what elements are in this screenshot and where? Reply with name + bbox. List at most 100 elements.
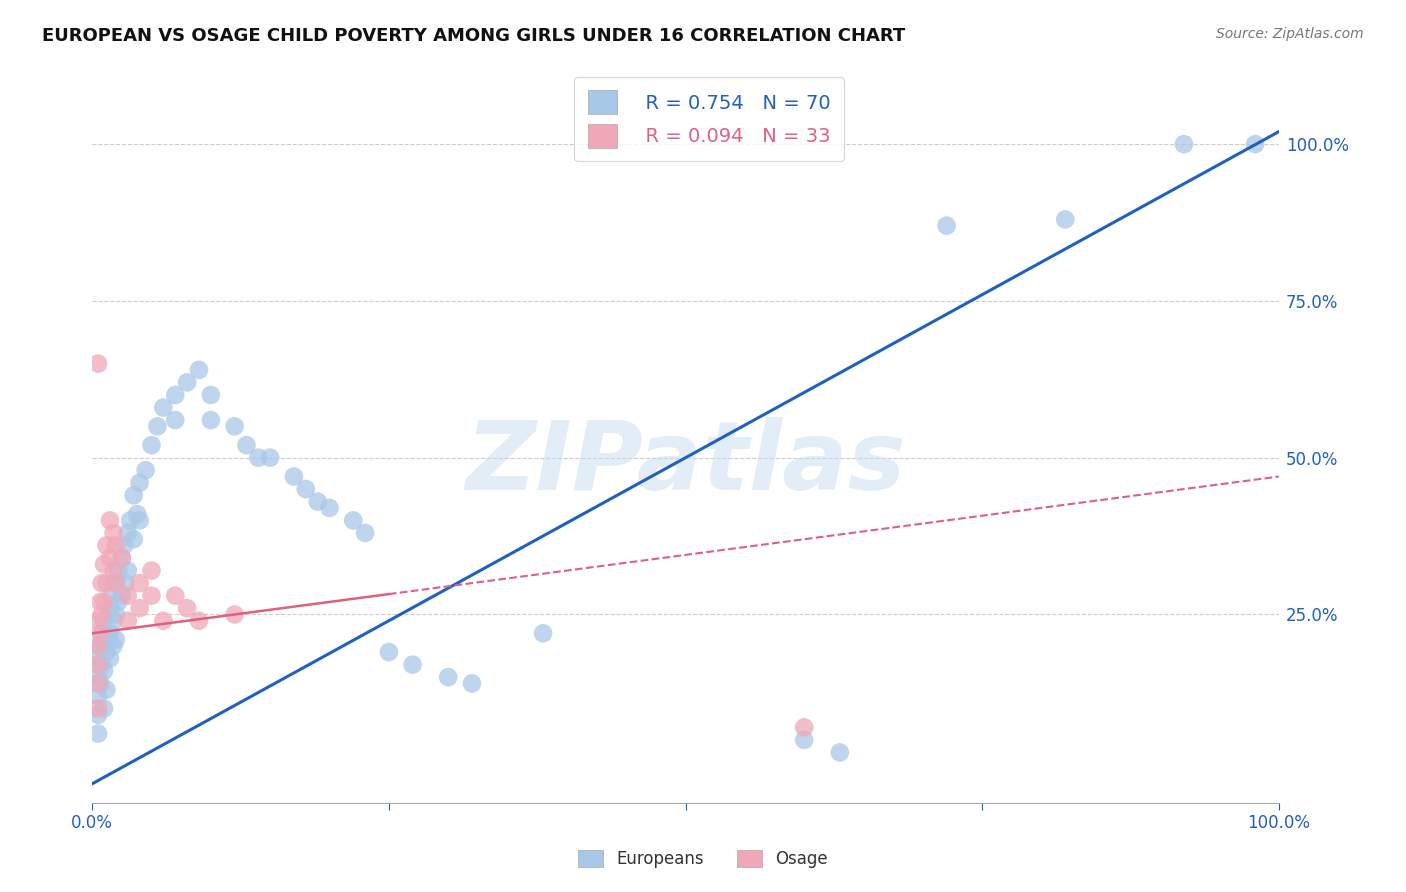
Point xyxy=(200,413,222,427)
Point xyxy=(93,664,115,678)
Point xyxy=(176,376,198,390)
Point xyxy=(793,732,815,747)
Point xyxy=(146,419,169,434)
Point xyxy=(127,507,149,521)
Text: Source: ZipAtlas.com: Source: ZipAtlas.com xyxy=(1216,27,1364,41)
Point xyxy=(117,564,139,578)
Point xyxy=(259,450,281,465)
Point xyxy=(104,539,127,553)
Legend: Europeans, Osage: Europeans, Osage xyxy=(571,843,835,875)
Point xyxy=(90,607,112,622)
Point xyxy=(135,463,157,477)
Point xyxy=(122,488,145,502)
Point xyxy=(93,639,115,653)
Point xyxy=(152,614,174,628)
Point xyxy=(1054,212,1077,227)
Point xyxy=(117,614,139,628)
Point xyxy=(224,607,246,622)
Point xyxy=(354,525,377,540)
Point xyxy=(120,513,142,527)
Point xyxy=(141,589,163,603)
Point xyxy=(200,388,222,402)
Point xyxy=(128,576,150,591)
Point xyxy=(165,413,187,427)
Point xyxy=(1244,137,1267,152)
Point xyxy=(98,651,121,665)
Point xyxy=(100,589,122,603)
Point xyxy=(90,626,112,640)
Point xyxy=(87,670,110,684)
Point xyxy=(247,450,270,465)
Point xyxy=(935,219,957,233)
Point xyxy=(128,475,150,490)
Point xyxy=(97,632,120,647)
Point xyxy=(111,551,134,566)
Point xyxy=(103,639,125,653)
Point xyxy=(87,614,110,628)
Point xyxy=(87,676,110,690)
Point xyxy=(104,632,127,647)
Point xyxy=(461,676,484,690)
Point xyxy=(103,525,125,540)
Point xyxy=(87,639,110,653)
Point xyxy=(87,701,110,715)
Point xyxy=(224,419,246,434)
Point xyxy=(98,551,121,566)
Point xyxy=(93,614,115,628)
Point xyxy=(378,645,401,659)
Point xyxy=(122,533,145,547)
Point xyxy=(117,525,139,540)
Text: EUROPEAN VS OSAGE CHILD POVERTY AMONG GIRLS UNDER 16 CORRELATION CHART: EUROPEAN VS OSAGE CHILD POVERTY AMONG GI… xyxy=(42,27,905,45)
Point xyxy=(93,558,115,572)
Point xyxy=(128,601,150,615)
Point xyxy=(531,626,554,640)
Legend:   R = 0.754   N = 70,   R = 0.094   N = 33: R = 0.754 N = 70, R = 0.094 N = 33 xyxy=(575,77,844,161)
Point xyxy=(283,469,305,483)
Point xyxy=(104,576,127,591)
Point xyxy=(165,589,187,603)
Point xyxy=(188,614,211,628)
Point xyxy=(141,438,163,452)
Point xyxy=(87,657,110,672)
Point xyxy=(112,539,135,553)
Point xyxy=(103,564,125,578)
Point xyxy=(89,626,111,640)
Point xyxy=(188,363,211,377)
Point xyxy=(98,626,121,640)
Point xyxy=(111,551,134,566)
Point xyxy=(93,701,115,715)
Point xyxy=(89,639,111,653)
Point xyxy=(104,576,127,591)
Point xyxy=(87,726,110,740)
Point xyxy=(117,589,139,603)
Point xyxy=(96,539,118,553)
Point xyxy=(87,689,110,703)
Point xyxy=(828,746,851,760)
Point xyxy=(342,513,364,527)
Point xyxy=(93,595,115,609)
Point xyxy=(235,438,257,452)
Point xyxy=(96,576,118,591)
Point xyxy=(793,720,815,734)
Point xyxy=(90,657,112,672)
Point xyxy=(165,388,187,402)
Point xyxy=(318,500,340,515)
Point xyxy=(96,682,118,697)
Point xyxy=(294,482,316,496)
Point xyxy=(437,670,460,684)
Point xyxy=(176,601,198,615)
Point xyxy=(98,513,121,527)
Text: ZIPatlas: ZIPatlas xyxy=(465,417,905,510)
Point xyxy=(114,576,136,591)
Point xyxy=(401,657,423,672)
Point xyxy=(87,357,110,371)
Point xyxy=(107,595,129,609)
Point xyxy=(87,707,110,722)
Point xyxy=(307,494,329,508)
Point xyxy=(1173,137,1195,152)
Point xyxy=(152,401,174,415)
Point xyxy=(89,595,111,609)
Point xyxy=(89,676,111,690)
Point xyxy=(104,607,127,622)
Point xyxy=(87,651,110,665)
